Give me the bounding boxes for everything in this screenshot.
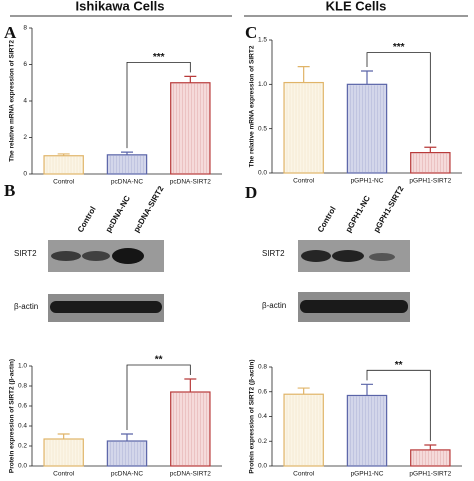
band xyxy=(50,301,162,313)
y-tick-label: 0.0 xyxy=(18,463,27,470)
band xyxy=(332,250,364,262)
y-tick-label: 0.0 xyxy=(258,463,267,470)
panel-letter: D xyxy=(245,183,257,202)
y-axis-label: Protein expression of SIRT2 (β-actin) xyxy=(9,359,16,473)
significance-bracket xyxy=(126,364,191,430)
error-bar xyxy=(361,383,373,396)
band xyxy=(112,248,144,264)
x-tick-label: Control xyxy=(53,471,75,478)
x-tick-label: pcDNA-SIRT2 xyxy=(170,179,211,186)
bar xyxy=(170,391,211,467)
error-bar xyxy=(121,151,133,155)
x-tick-label: pGPH1-SIRT2 xyxy=(409,178,451,185)
y-tick-label: 4 xyxy=(23,98,27,105)
significance-label: ** xyxy=(155,355,163,366)
significance-label: *** xyxy=(153,52,165,63)
bar xyxy=(283,81,324,174)
error-bar xyxy=(424,146,437,153)
y-tick-label: 0.4 xyxy=(18,423,27,430)
y-tick-label: 0.8 xyxy=(258,364,267,371)
blot-panel: Control pGPH1-NC pGPH1-SIRT2 SIRT2 β-act… xyxy=(262,184,410,322)
panel-letter: C xyxy=(245,23,257,42)
band xyxy=(82,251,110,261)
y-axis-label: Protein expression of SIRT2 (β-actin) xyxy=(249,359,256,473)
significance-bracket xyxy=(366,369,431,441)
header: KLE Cells xyxy=(326,0,387,13)
error-bar xyxy=(424,444,437,450)
lane-label: Control xyxy=(76,205,98,234)
row-label: SIRT2 xyxy=(14,249,37,258)
x-tick-label: Control xyxy=(53,179,75,186)
x-tick-label: Control xyxy=(293,178,315,185)
error-bar xyxy=(297,66,310,83)
x-tick-label: pcDNA-NC xyxy=(111,179,143,186)
blot-panel: Control pcDNA-NC pcDNA-SIRT2 SIRT2 β-act… xyxy=(14,184,166,322)
band xyxy=(301,250,331,262)
row-label: β-actin xyxy=(14,302,38,311)
error-bar xyxy=(121,433,133,441)
y-tick-label: 8 xyxy=(23,25,27,32)
error-bar xyxy=(361,70,373,85)
lane-label: pGPH1-SIRT2 xyxy=(372,184,406,234)
bar xyxy=(346,394,388,467)
y-tick-label: 0.8 xyxy=(18,383,27,390)
y-axis-label: The relative mRNA expression of SIRT2 xyxy=(249,45,256,167)
y-tick-label: 0.6 xyxy=(258,388,267,395)
y-tick-label: 0.5 xyxy=(258,125,267,132)
x-tick-label: pcDNA-SIRT2 xyxy=(170,471,211,478)
y-tick-label: 6 xyxy=(23,61,27,68)
y-tick-label: 2 xyxy=(23,134,27,141)
lane-label: Control xyxy=(316,205,338,234)
significance-bracket xyxy=(126,61,191,149)
y-tick-label: 0.4 xyxy=(258,413,267,420)
error-bar xyxy=(184,75,197,83)
lane-label: pcDNA-SIRT2 xyxy=(132,184,166,234)
significance-label: *** xyxy=(393,42,405,53)
x-tick-label: pGPH1-NC xyxy=(351,178,384,185)
panel-letter: B xyxy=(4,181,15,200)
y-axis-label: The relative mRNA expression of SIRT2 xyxy=(9,40,16,162)
x-tick-label: pcDNA-NC xyxy=(111,471,143,478)
row-label: β-actin xyxy=(262,301,286,310)
y-tick-label: 1.5 xyxy=(258,37,267,44)
significance-label: ** xyxy=(395,360,403,371)
error-bar xyxy=(57,153,70,156)
lane-label: pcDNA-NC xyxy=(104,194,132,234)
y-tick-label: 0.2 xyxy=(258,438,267,445)
bar xyxy=(170,82,211,175)
band xyxy=(51,251,81,261)
band xyxy=(300,300,408,313)
x-tick-label: pGPH1-NC xyxy=(351,471,384,478)
x-tick-label: pGPH1-SIRT2 xyxy=(409,471,451,478)
lane-label: pGPH1-NC xyxy=(344,194,372,234)
y-tick-label: 0.2 xyxy=(18,443,27,450)
row-label: SIRT2 xyxy=(262,249,285,258)
significance-bracket xyxy=(366,52,431,144)
y-tick-label: 1.0 xyxy=(18,363,27,370)
header: Ishikawa Cells xyxy=(76,0,165,13)
band xyxy=(369,253,395,261)
y-tick-label: 0.6 xyxy=(18,403,27,410)
error-bar xyxy=(184,378,197,392)
panel-letter: A xyxy=(4,23,17,42)
y-tick-label: 0.0 xyxy=(258,170,267,177)
y-tick-label: 0 xyxy=(23,171,27,178)
y-tick-label: 1.0 xyxy=(258,81,267,88)
x-tick-label: Control xyxy=(293,471,315,478)
error-bar xyxy=(297,387,310,395)
error-bar xyxy=(57,433,70,439)
